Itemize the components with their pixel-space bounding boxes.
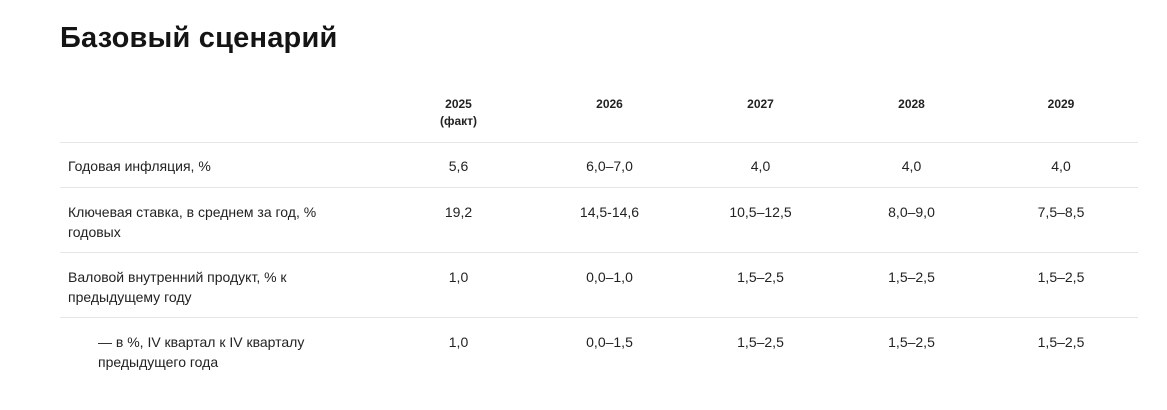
- page-title: Базовый сценарий: [60, 22, 338, 54]
- table-cell: 5,6: [380, 142, 537, 188]
- header-label-cell: [60, 88, 380, 143]
- table-cell: 1,0: [448, 334, 469, 350]
- table-cell: 1,5–2,5: [839, 252, 984, 318]
- header-year: 2025: [445, 97, 472, 111]
- row-label: — в %, IV квартал к IV кварталу предыдущ…: [98, 334, 305, 370]
- header-year: 2026: [596, 97, 623, 111]
- header-year: 2029: [1047, 97, 1075, 111]
- table-cell: 8,0–9,0: [839, 187, 984, 253]
- header-year-note: (факт): [439, 114, 478, 128]
- table-cell: 4,0: [839, 142, 984, 188]
- header-year-2026: 2026: [537, 88, 682, 143]
- header-year-2027: 2027: [682, 88, 839, 143]
- table-cell: 0,0–1,0: [537, 252, 682, 318]
- row-label: Валовой внутренний продукт, % к предыдущ…: [60, 252, 380, 318]
- table-cell: 7,5–8,5: [984, 187, 1138, 253]
- header-year-2028: 2028: [839, 88, 984, 143]
- table-row-gdp-q4: — в %, IV квартал к IV кварталу предыдущ…: [60, 318, 1138, 383]
- table-header-row: 2025 (факт) 2026 2027 2028 2029: [60, 88, 1138, 143]
- row-label: Годовая инфляция, %: [60, 142, 380, 188]
- header-year-2025: 2025 (факт): [380, 88, 537, 143]
- table-cell: 10,5–12,5: [682, 187, 839, 253]
- base-scenario-table: 2025 (факт) 2026 2027 2028 2029 Годовая …: [60, 88, 1138, 382]
- header-year: 2028: [898, 97, 925, 111]
- table-cell: 1,5–2,5: [888, 334, 935, 350]
- header-year: 2027: [747, 97, 774, 111]
- header-year-2029: 2029: [984, 88, 1138, 143]
- table-cell: 1,5–2,5: [1037, 334, 1085, 350]
- table-cell: 4,0: [984, 142, 1138, 188]
- table-row-inflation: Годовая инфляция, % 5,6 6,0–7,0 4,0 4,0 …: [60, 142, 1138, 188]
- table-cell: 14,5-14,6: [537, 187, 682, 253]
- table-cell: 1,5–2,5: [984, 252, 1138, 318]
- table-row-gdp: Валовой внутренний продукт, % к предыдущ…: [60, 252, 1138, 318]
- row-label: Ключевая ставка, в среднем за год, % год…: [60, 187, 380, 253]
- table-cell: 19,2: [380, 187, 537, 253]
- table-cell: 6,0–7,0: [537, 142, 682, 188]
- table-cell: 1,0: [380, 252, 537, 318]
- table-cell: 0,0–1,5: [586, 334, 633, 350]
- table-cell: 1,5–2,5: [737, 334, 784, 350]
- table-cell: 1,5–2,5: [682, 252, 839, 318]
- table-cell: 4,0: [682, 142, 839, 188]
- table-row-key-rate: Ключевая ставка, в среднем за год, % год…: [60, 187, 1138, 253]
